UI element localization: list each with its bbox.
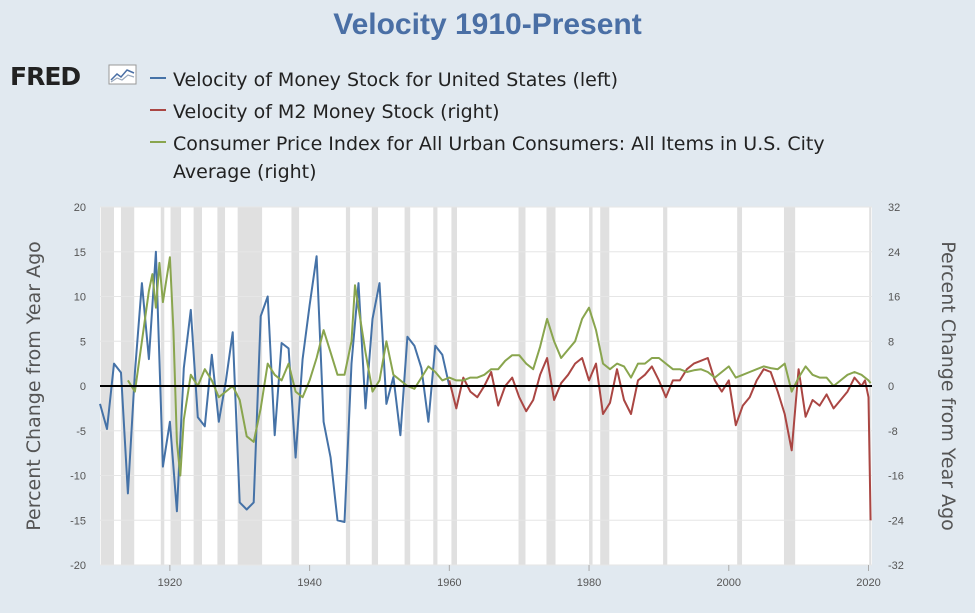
legend-swatch [150,77,166,79]
y-tick-label-right: 24 [888,247,900,259]
legend-swatch [150,141,166,143]
y-axis-title-left: Percent Change from Year Ago [23,241,45,531]
y-tick-label-right: -8 [888,426,898,438]
y-tick-label-right: 32 [888,202,900,214]
y-tick-label-right: -32 [888,560,904,572]
y-tick-label-right: 16 [888,292,900,304]
y-tick-label-left: 0 [80,381,86,393]
series-line-1 [448,357,872,521]
x-tick-label: 1980 [577,577,601,589]
y-axis-title-right: Percent Change from Year Ago [937,241,959,531]
x-tick-label: 2000 [717,577,741,589]
fred-chart-icon [108,64,137,85]
fred-logo[interactable]: FRED [10,62,81,91]
y-tick-label-left: -20 [70,560,86,572]
y-tick-label-right: -16 [888,471,904,483]
legend: Velocity of Money Stock for United State… [150,66,850,190]
x-tick-label: 1920 [158,577,182,589]
y-tick-label-left: 15 [74,247,86,259]
y-tick-label-left: -5 [76,426,86,438]
y-tick-label-right: 0 [888,381,894,393]
legend-swatch [150,109,166,111]
legend-label: Velocity of Money Stock for United State… [173,69,619,91]
x-tick-label: 2020 [856,577,880,589]
chart-title: Velocity 1910-Present [333,8,642,41]
legend-label: Velocity of M2 Money Stock (right) [173,101,500,123]
x-tick-label: 1940 [297,577,321,589]
y-tick-label-right: -24 [888,515,904,527]
y-tick-label-right: 8 [888,336,894,348]
legend-item-cpi[interactable]: Consumer Price Index for All Urban Consu… [150,130,850,186]
x-tick-label: 1960 [437,577,461,589]
y-tick-label-left: 10 [74,292,86,304]
y-tick-label-left: 20 [74,202,86,214]
legend-item-velocity-money-stock[interactable]: Velocity of Money Stock for United State… [150,66,850,94]
series-line-2 [127,256,872,477]
y-tick-label-left: -10 [70,471,86,483]
legend-label: Consumer Price Index for All Urban Consu… [173,133,825,183]
y-tick-label-left: 5 [80,336,86,348]
y-tick-label-left: -15 [70,515,86,527]
legend-item-velocity-m2[interactable]: Velocity of M2 Money Stock (right) [150,98,850,126]
